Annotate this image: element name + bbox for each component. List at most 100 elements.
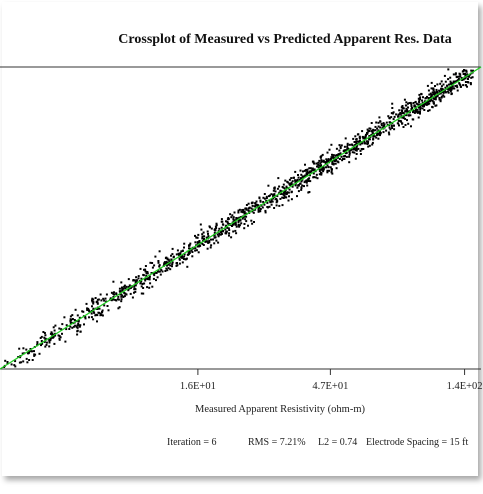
data-point: [318, 173, 321, 176]
data-point: [247, 202, 250, 205]
data-point: [199, 244, 202, 247]
data-point: [231, 214, 234, 217]
data-point: [72, 325, 75, 328]
data-point: [82, 310, 85, 313]
data-point: [393, 115, 396, 118]
footnote-iteration: Iteration = 6: [167, 437, 217, 448]
data-point: [305, 181, 308, 184]
data-point: [226, 226, 229, 229]
data-point: [407, 102, 409, 105]
data-point: [152, 277, 155, 280]
data-point: [139, 267, 142, 270]
data-point: [171, 247, 174, 250]
data-point: [416, 108, 419, 111]
data-point: [288, 182, 291, 185]
data-point: [318, 170, 321, 173]
data-point: [450, 88, 453, 91]
data-point: [207, 232, 209, 235]
data-point: [237, 221, 240, 223]
data-point: [234, 223, 237, 226]
data-point: [154, 255, 157, 258]
data-point: [331, 168, 333, 171]
data-point: [243, 227, 246, 230]
data-point: [139, 282, 142, 285]
data-point: [198, 243, 201, 246]
data-point: [327, 158, 330, 161]
data-point: [326, 171, 329, 174]
data-point: [278, 204, 281, 207]
data-point: [209, 246, 212, 249]
data-point: [321, 153, 324, 156]
data-point: [243, 210, 246, 213]
data-point: [348, 143, 351, 146]
data-point: [423, 109, 426, 111]
data-point: [94, 297, 97, 299]
data-point: [447, 88, 450, 91]
data-point: [59, 336, 62, 339]
data-point: [40, 344, 42, 347]
data-point: [312, 172, 315, 175]
data-point: [140, 285, 143, 288]
data-point: [388, 126, 391, 129]
data-point: [166, 264, 168, 267]
data-point: [263, 203, 266, 206]
data-point: [220, 218, 223, 221]
x-axis-label: Measured Apparent Resistivity (ohm-m): [195, 404, 366, 415]
data-point: [418, 106, 420, 109]
data-point: [407, 110, 410, 113]
data-point: [431, 106, 434, 109]
data-point: [197, 233, 200, 236]
data-point: [434, 92, 437, 95]
data-point: [458, 75, 461, 78]
data-point: [153, 274, 156, 277]
data-point: [462, 70, 465, 73]
data-point: [387, 115, 390, 118]
data-point: [43, 332, 46, 334]
data-point: [258, 197, 261, 200]
data-point: [348, 152, 351, 155]
data-point: [159, 273, 162, 276]
data-point: [294, 184, 297, 187]
data-point: [31, 359, 34, 361]
data-point: [208, 239, 211, 242]
data-point: [166, 269, 169, 272]
data-point: [343, 145, 346, 148]
data-point: [377, 137, 380, 140]
data-point: [210, 227, 213, 230]
data-point: [267, 206, 269, 209]
data-point: [221, 223, 224, 226]
data-point: [137, 277, 140, 280]
data-point: [203, 235, 206, 238]
data-point: [242, 210, 245, 213]
data-point: [158, 270, 161, 273]
data-point: [74, 324, 77, 327]
data-point: [165, 267, 168, 270]
data-point: [290, 198, 293, 201]
data-point: [450, 92, 453, 95]
data-point: [183, 255, 186, 258]
data-point: [119, 290, 121, 293]
data-point: [356, 140, 359, 143]
data-point: [235, 217, 238, 219]
data-point: [124, 287, 127, 290]
data-point: [199, 223, 202, 226]
data-point: [412, 111, 414, 114]
data-point: [167, 258, 170, 261]
data-point: [330, 171, 333, 174]
data-point: [188, 247, 190, 250]
data-point: [103, 299, 106, 302]
data-point: [172, 256, 175, 259]
data-point: [58, 327, 61, 330]
data-point: [366, 140, 369, 143]
data-point: [207, 235, 210, 238]
data-point: [134, 279, 137, 282]
data-point: [184, 258, 187, 261]
data-point: [232, 220, 235, 223]
data-point: [281, 196, 284, 199]
data-point: [21, 352, 24, 355]
data-point: [378, 116, 381, 119]
data-point: [190, 249, 193, 252]
data-point: [42, 331, 45, 333]
data-point: [194, 234, 196, 237]
data-point: [120, 295, 123, 298]
